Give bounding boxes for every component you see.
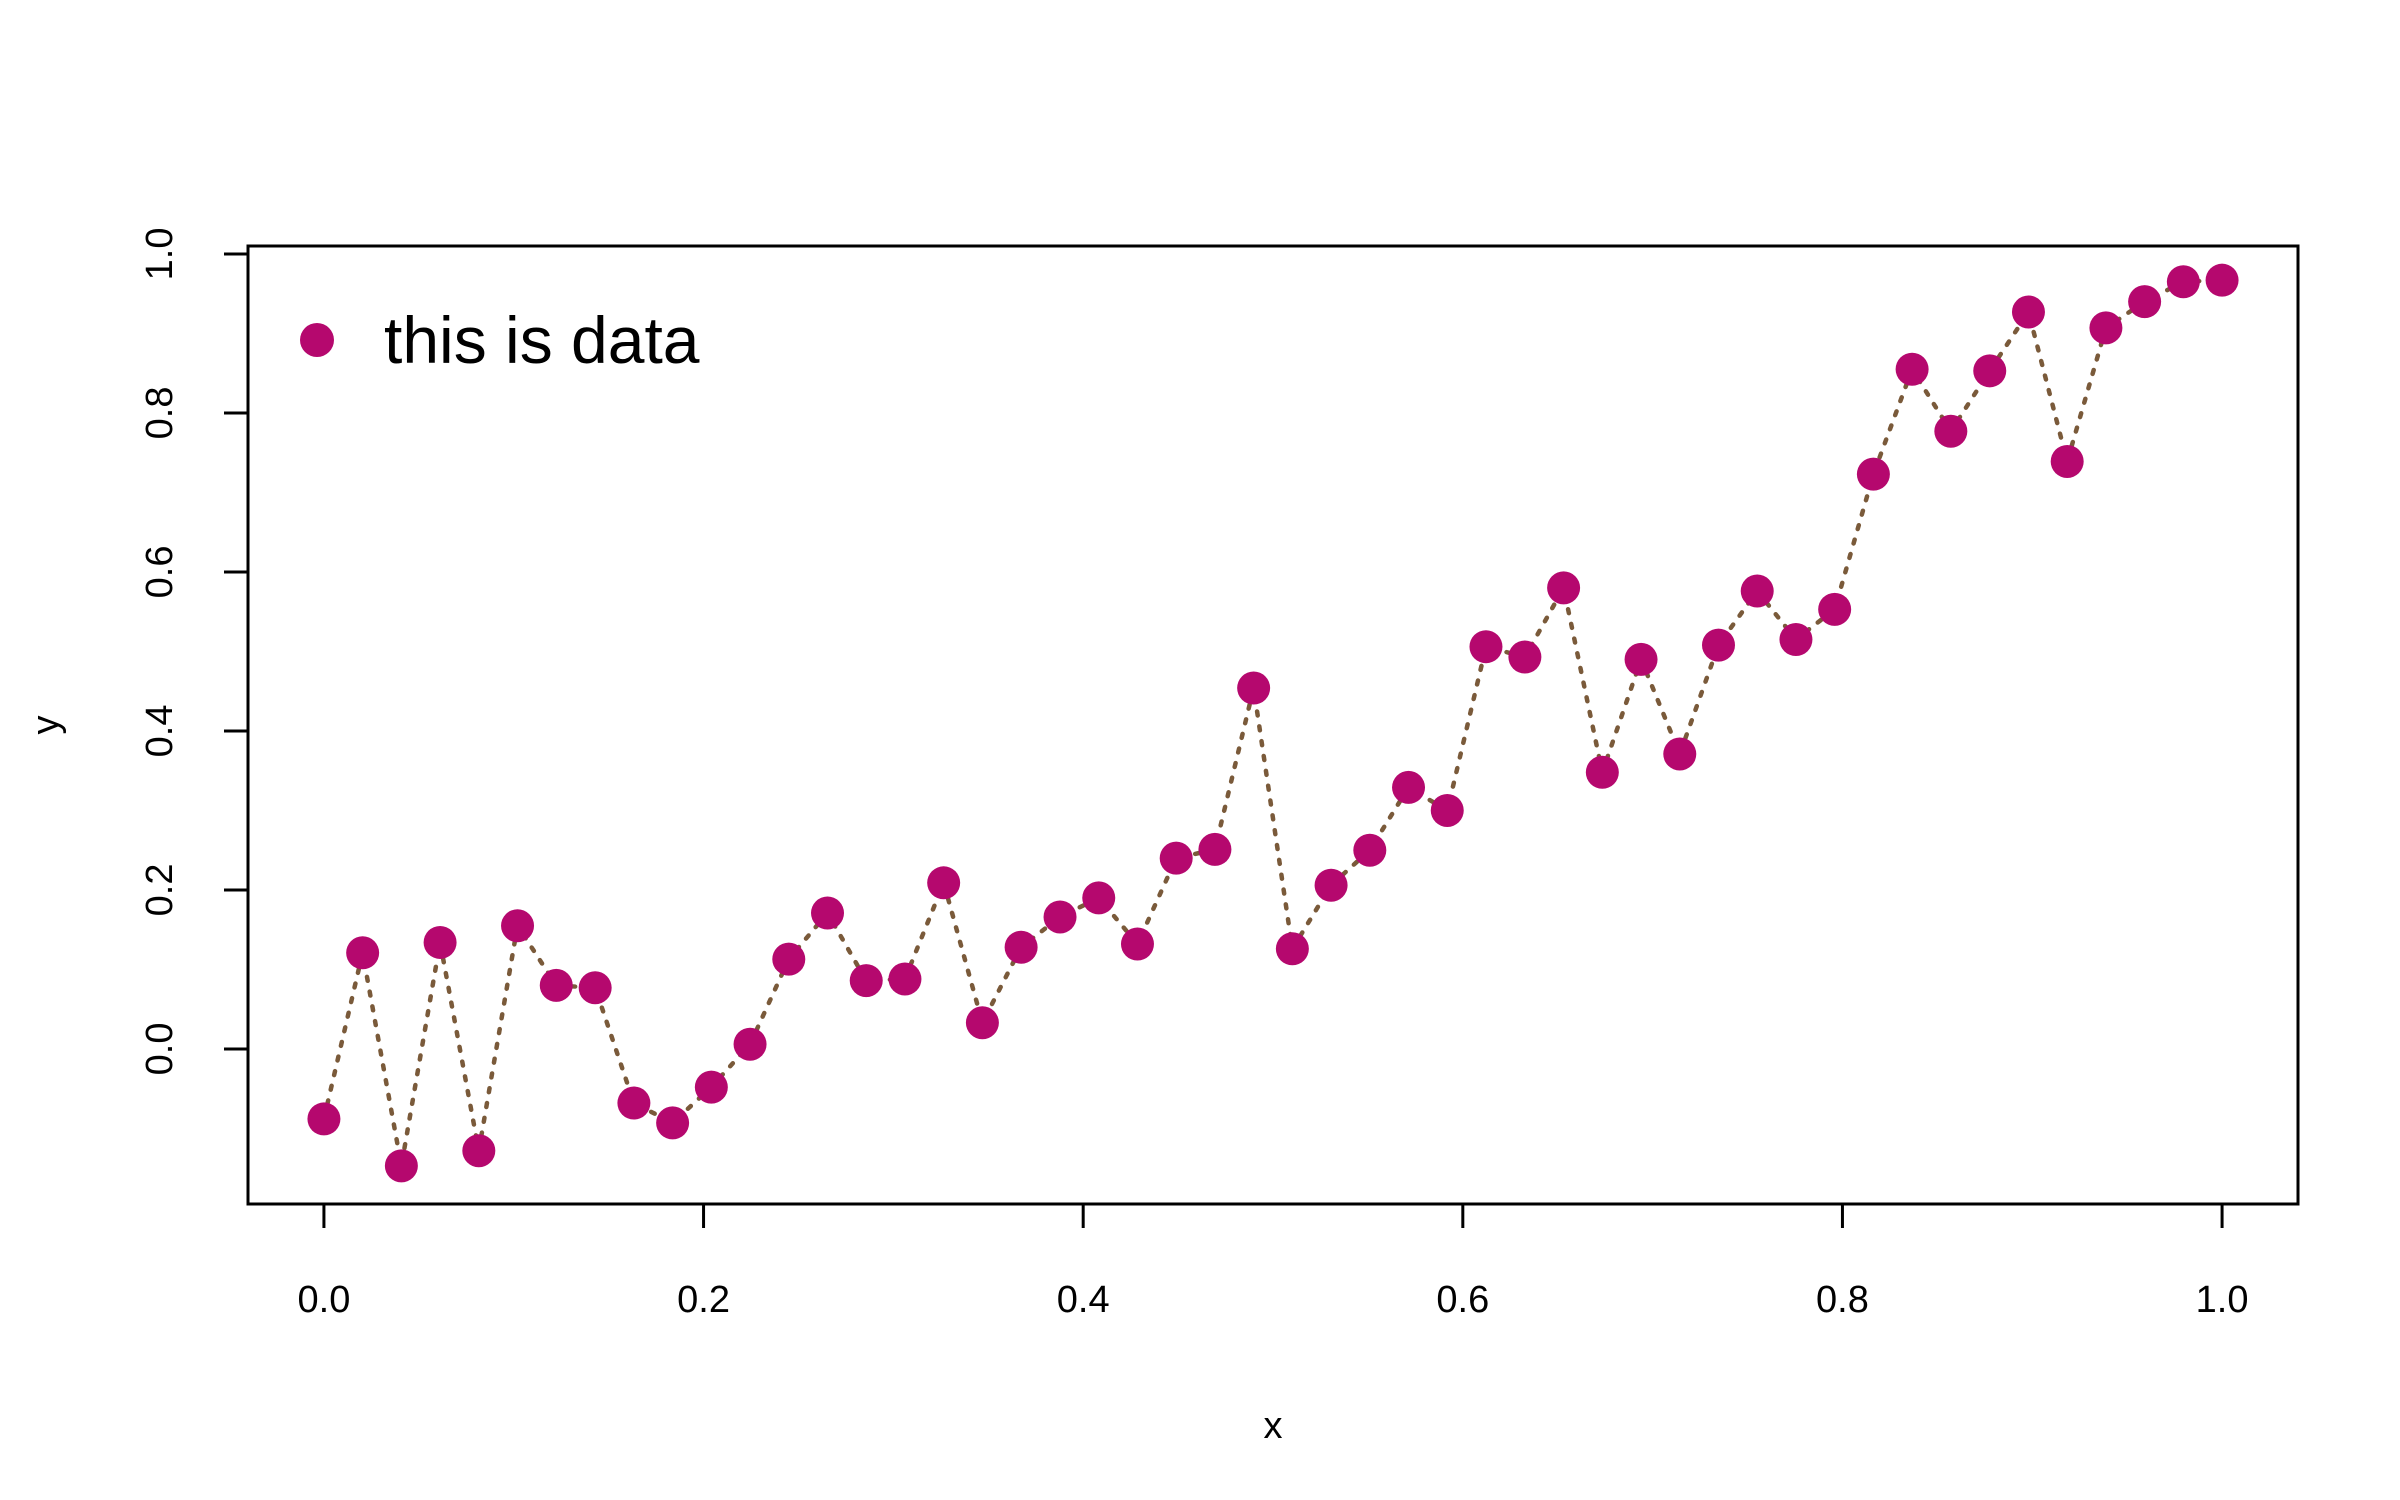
data-point [423,925,457,959]
data-point [656,1106,690,1140]
x-tick-label: 0.0 [298,1279,351,1321]
data-point [1740,574,1774,608]
x-tick-label: 0.2 [677,1279,730,1321]
data-point [1469,630,1503,664]
data-point [1237,671,1271,705]
data-point [1159,841,1193,875]
data-point [1120,927,1154,961]
data-point [1353,833,1387,867]
data-point [462,1134,496,1168]
data-point [2089,311,2123,345]
data-point [1043,900,1077,934]
data-point [1004,930,1038,964]
data-point [1508,640,1542,674]
y-tick-label: 0.6 [139,546,181,599]
data-point [307,1102,341,1136]
data-point [2011,295,2045,329]
data-point [1275,932,1309,966]
data-point [2128,285,2162,319]
y-axis-title: y [25,716,67,735]
y-tick-label: 0.8 [139,387,181,440]
data-point [1779,623,1813,657]
data-point [1663,737,1697,771]
data-point [1547,571,1581,605]
data-point [1934,414,1968,448]
data-point [965,1006,999,1040]
data-point [1198,832,1232,866]
y-tick-label: 1.0 [139,228,181,281]
data-point [1818,592,1852,626]
data-point [384,1149,418,1183]
data-point [539,968,573,1002]
data-point [2050,444,2084,478]
data-point [733,1027,767,1061]
series-line [321,277,2225,1169]
data-point [694,1070,728,1104]
data-point [501,909,535,943]
plot-frame [246,244,2300,1206]
x-axis: 0.0 0.2 0.4 0.6 0.8 1.0 [298,1202,2249,1321]
data-point [1314,868,1348,902]
data-point [1973,354,2007,388]
data-point [1392,770,1426,804]
data-point [927,866,961,900]
data-point [1585,755,1619,789]
x-axis-title: x [1264,1405,1283,1447]
y-tick-label: 0.4 [139,705,181,758]
data-point [2205,263,2239,297]
y-tick-label: 0.0 [139,1023,181,1076]
data-point [1624,642,1658,676]
legend-marker [300,323,334,357]
legend: this is data [300,303,700,377]
x-tick-label: 0.8 [1816,1279,1869,1321]
y-tick-label: 0.2 [139,864,181,917]
data-point [849,964,883,998]
data-point [1082,881,1116,915]
x-tick-label: 1.0 [2196,1279,2249,1321]
data-point [346,936,380,970]
data-point [1856,457,1890,491]
legend-label: this is data [384,303,700,377]
data-point [772,942,806,976]
x-tick-label: 0.4 [1057,1279,1110,1321]
y-axis: 0.0 0.2 0.4 0.6 0.8 1.0 [139,228,250,1076]
series-path [321,277,2225,1169]
data-point [888,962,922,996]
data-point [1895,352,1929,386]
data-point [617,1086,651,1120]
data-point [811,896,845,930]
series-points [307,263,2239,1183]
data-point [2166,265,2200,299]
data-point [578,971,612,1005]
data-point [1430,793,1464,827]
data-point [1701,628,1735,662]
x-tick-label: 0.6 [1436,1279,1489,1321]
